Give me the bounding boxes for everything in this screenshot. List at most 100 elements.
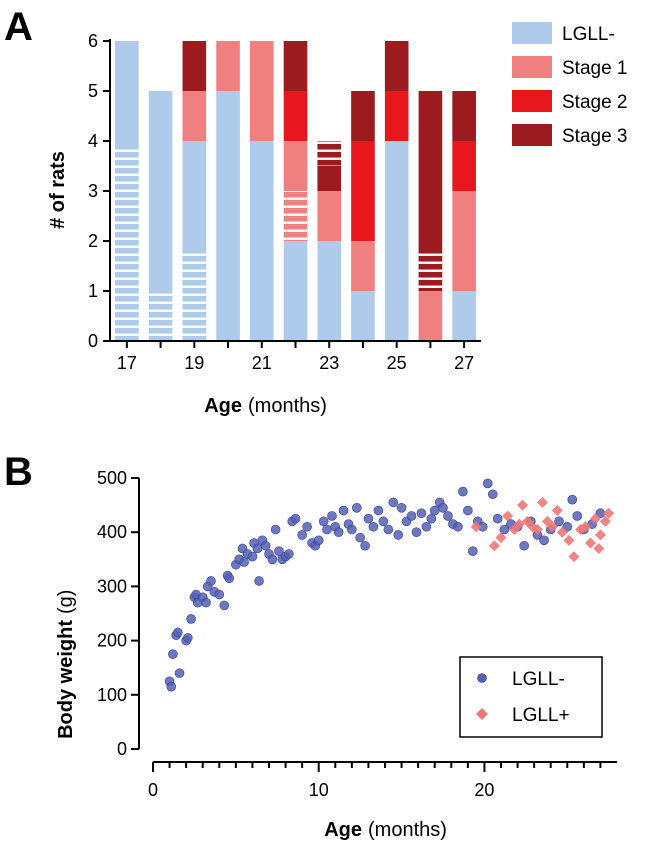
bar-23-stage-1 (317, 191, 342, 241)
panel-b-x-axis-title-bold: Age (324, 819, 362, 841)
hatched-segment-19 (182, 248, 207, 341)
panel-b-x-tick-label-20: 20 (474, 780, 494, 800)
point-lgll-48 (327, 511, 337, 521)
point-lgll-67 (411, 527, 422, 538)
bar-27-stage-1 (452, 191, 476, 291)
point-lgll-83 (487, 489, 498, 500)
point-lgll-96 (572, 511, 583, 521)
panel-a-label: A (4, 5, 33, 49)
point-lgll-5 (513, 518, 525, 530)
panel-a-x-tick-label-25: 25 (387, 353, 407, 373)
point-lgll-66 (406, 511, 417, 521)
point-lgll-16 (568, 551, 580, 563)
hatched-segment-26 (418, 248, 443, 291)
point-lgll-77 (458, 486, 468, 497)
bar-24-stage-3 (351, 91, 375, 141)
hatched-segment-23 (317, 141, 342, 166)
point-lgll-88 (519, 540, 530, 551)
panel-b-y-tick-label-100: 100 (97, 685, 127, 705)
panel-a-x-tick-label-17: 17 (117, 353, 137, 373)
point-lgll-73 (438, 503, 448, 513)
point-lgll-33 (267, 554, 278, 565)
point-lgll-40 (290, 513, 301, 524)
panel-a-y-tick-label-4: 4 (88, 131, 98, 151)
panel-b-x-tick-label-10: 10 (309, 780, 329, 800)
point-lgll-20 (589, 513, 601, 525)
panel-b-y-tick-label-300: 300 (97, 576, 127, 596)
bar-19-stage-1 (182, 91, 207, 141)
panel-b-y-tick-label-0: 0 (117, 739, 127, 759)
legend-swatch-stage-2 (512, 90, 552, 112)
bar-23-lgll (317, 241, 342, 341)
point-lgll-1 (166, 681, 177, 692)
point-lgll-64 (396, 503, 407, 513)
legend-swatch-stage-1 (512, 56, 552, 78)
bar-19-stage-3 (182, 41, 207, 91)
point-lgll-31 (260, 540, 271, 551)
bar-21-lgll (249, 141, 274, 341)
point-lgll-68 (416, 508, 427, 519)
point-lgll-78 (463, 505, 473, 516)
bar-25-stage-2 (384, 91, 409, 141)
panel-a-y-tick-label-1: 1 (88, 281, 98, 301)
point-lgll-2 (168, 649, 178, 659)
point-lgll-17 (214, 589, 225, 600)
point-lgll-18 (580, 521, 592, 533)
point-lgll-34 (270, 524, 281, 535)
panel-a-legend: LGLL- Stage 1 Stage 2 Stage 3 (512, 22, 628, 147)
point-lgll-10 (536, 496, 548, 508)
legend-label-stage-3: Stage 3 (562, 126, 628, 147)
point-lgll-15 (206, 576, 216, 586)
bar-25-stage-3 (384, 41, 409, 91)
point-lgll-94 (562, 521, 573, 532)
point-lgll-42 (302, 521, 312, 532)
point-lgll-63 (393, 530, 404, 540)
bar-22-stage-3 (283, 41, 308, 91)
point-lgll-84 (492, 513, 503, 524)
point-lgll-93 (554, 516, 564, 527)
panel-b-legend-box (459, 656, 603, 738)
point-lgll-23 (603, 507, 615, 519)
point-lgll-46 (318, 516, 329, 527)
bar-20-stage-1 (216, 41, 240, 91)
panel-b-label: B (4, 450, 33, 494)
bar-25-lgll (384, 141, 409, 341)
panel-b-points (164, 478, 615, 692)
point-lgll-14 (556, 526, 568, 538)
panel-a-y-tick-label-5: 5 (88, 81, 98, 101)
point-lgll-74 (443, 511, 453, 521)
point-lgll-91 (539, 535, 549, 546)
point-lgll-29 (254, 576, 264, 586)
point-lgll-15 (563, 534, 575, 546)
panel-a-y-axis-title: # of rats (47, 151, 69, 229)
point-lgll-13 (201, 597, 211, 608)
panel-a-y-tick-label-3: 3 (88, 181, 98, 201)
point-lgll-41 (297, 530, 307, 540)
point-lgll-69 (421, 521, 432, 532)
panel-b-axes: 0 100 200 300 400 500 0 10 20 (97, 468, 617, 800)
point-lgll-24 (239, 557, 249, 567)
panel-b-y-tick-label-200: 200 (97, 631, 127, 651)
bar-24-stage-2 (351, 141, 375, 241)
point-lgll-62 (388, 497, 399, 508)
point-lgll-59 (373, 505, 384, 516)
point-lgll-38 (284, 549, 294, 559)
panel-a-x-tick-label-21: 21 (252, 353, 272, 373)
panel-b-y-axis-title-bold: Body weight (55, 620, 77, 739)
bar-22-stage-2 (283, 91, 308, 141)
point-lgll-47 (322, 524, 332, 535)
point-lgll-76 (453, 521, 463, 532)
panel-b-legend: LGLL- LGLL+ (459, 656, 603, 738)
point-lgll-0 (470, 521, 482, 533)
legend-label-lgll: LGLL- (562, 24, 615, 45)
panel-b-y-tick-label-500: 500 (97, 468, 127, 488)
point-lgll-60 (378, 516, 389, 527)
point-lgll-8 (186, 614, 196, 624)
point-lgll-18 (219, 600, 230, 611)
point-lgll-70 (426, 513, 437, 524)
panel-b-scatter-chart: 0 100 200 300 400 500 0 10 20 LGLL- LGLL+ Body we… (55, 468, 617, 841)
legend-label-lgll: LGLL+ (512, 705, 570, 726)
point-lgll-7 (183, 633, 193, 643)
